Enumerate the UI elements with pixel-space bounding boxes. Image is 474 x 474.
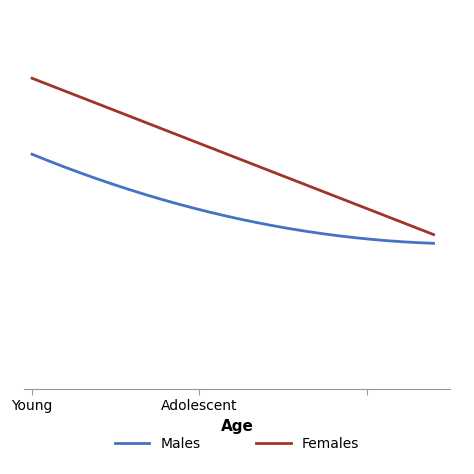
Legend: Males, Females: Males, Females [109, 431, 365, 456]
X-axis label: Age: Age [220, 419, 254, 434]
